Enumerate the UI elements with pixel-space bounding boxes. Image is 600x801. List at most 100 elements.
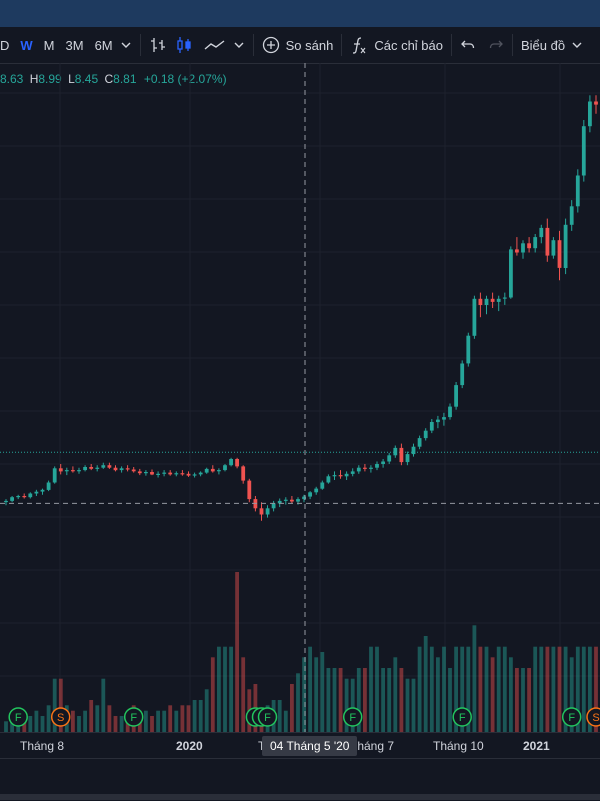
candle-body (569, 206, 574, 225)
volume-bar (314, 657, 319, 732)
candle-body (411, 446, 416, 455)
volume-bar (40, 716, 45, 732)
timeframe-3m[interactable]: 3M (65, 37, 84, 53)
event-marker-label: S (57, 712, 64, 724)
volume-bar (569, 657, 574, 732)
volume-bar (320, 652, 325, 732)
volume-bar (557, 646, 562, 732)
candle-body (436, 419, 440, 423)
candle-body (539, 227, 544, 238)
volume-bar (180, 705, 185, 732)
volume-bar (210, 657, 215, 732)
candle-body (210, 468, 215, 472)
candle-body (296, 499, 300, 502)
price-chart[interactable]: FSFFFFFFFSF (0, 63, 600, 732)
candle-body (314, 488, 319, 493)
candle-body (387, 455, 392, 462)
candle-body (186, 473, 191, 476)
volume-bar (588, 646, 592, 732)
candle-body (527, 243, 531, 249)
line-chart-icon (204, 40, 225, 50)
bottom-scroll-strip[interactable] (0, 794, 600, 800)
x-tick-label: Tháng 7 (350, 739, 395, 753)
volume-bar (290, 684, 294, 732)
window-top-bar (0, 0, 600, 28)
change-value: +0.18 (+2.07%) (143, 72, 227, 86)
volume-bar (119, 716, 124, 732)
volume-bar (533, 646, 538, 732)
volume-bar (101, 678, 106, 732)
candle-body (502, 297, 507, 299)
event-marker (561, 707, 582, 727)
low-key: L (68, 72, 75, 86)
candle-body (478, 298, 483, 305)
candle-chart-button[interactable] (175, 27, 193, 63)
volume-bar (168, 705, 173, 732)
volume-bar (472, 625, 477, 732)
event-marker-label: F (568, 712, 575, 724)
compare-button[interactable]: So sánh (262, 27, 333, 63)
chart-type-button[interactable]: Biểu đồ (521, 27, 583, 63)
volume-bar (217, 646, 221, 732)
volume-bar (344, 678, 349, 732)
event-marker-label: F (459, 712, 466, 724)
volume-bar (229, 646, 233, 732)
volume-bar (223, 646, 227, 732)
candle-body (417, 438, 422, 447)
volume-bar (478, 646, 483, 732)
candle-body (4, 500, 8, 503)
event-marker (452, 707, 472, 727)
candle-body (150, 472, 154, 475)
candle-body (344, 473, 349, 477)
volume-bar (454, 646, 458, 732)
high-key: H (29, 72, 39, 86)
candle-body (484, 298, 489, 305)
volume-bar (46, 705, 51, 732)
candle-body (168, 472, 173, 475)
redo-button[interactable] (488, 27, 504, 63)
volume-bar (502, 646, 507, 732)
candle-body (381, 461, 385, 464)
bottom-bar (0, 758, 600, 801)
chart-toolbar: D W M 3M 6M So sánh (0, 27, 600, 64)
undo-button[interactable] (460, 27, 476, 63)
volume-bar (89, 700, 94, 732)
candle-body (40, 489, 45, 492)
timeframe-d[interactable]: D (0, 37, 10, 53)
timeframe-dropdown[interactable] (120, 27, 132, 63)
chart-style-dropdown[interactable] (233, 27, 245, 63)
line-chart-button[interactable] (203, 27, 227, 63)
event-marker (50, 707, 71, 727)
candle-body (174, 473, 179, 475)
candle-body (83, 467, 87, 471)
low-value: 8.45 (74, 72, 99, 86)
candle-body (496, 298, 501, 302)
candle-body (283, 499, 288, 501)
timeframe-6m[interactable]: 6M (94, 37, 113, 53)
candle-body (271, 503, 276, 509)
volume-bar (113, 716, 118, 732)
volume-bar (162, 710, 167, 732)
candle-body (575, 175, 580, 207)
close-key: C (104, 72, 114, 86)
timeframe-w[interactable]: W (20, 37, 33, 53)
volume-bar (484, 646, 489, 732)
candle-body (332, 475, 337, 477)
bar-chart-button[interactable] (149, 27, 167, 63)
candle-body (223, 465, 227, 471)
candle-body (64, 470, 69, 472)
candle-body (521, 243, 525, 253)
x-tick-label: 2020 (176, 739, 203, 753)
volume-bar (52, 678, 57, 732)
volume-bar (429, 646, 434, 732)
indicators-button[interactable]: Các chỉ báo (350, 27, 443, 63)
candle-body (472, 298, 477, 336)
volume-bar (198, 700, 203, 732)
candle-body (10, 497, 14, 501)
plus-circle-icon (262, 36, 279, 54)
chevron-down-icon (572, 42, 582, 48)
candle-chart-icon (176, 37, 191, 53)
volume-bar (545, 646, 550, 732)
timeframe-m[interactable]: M (43, 37, 55, 53)
redo-icon (489, 40, 503, 49)
